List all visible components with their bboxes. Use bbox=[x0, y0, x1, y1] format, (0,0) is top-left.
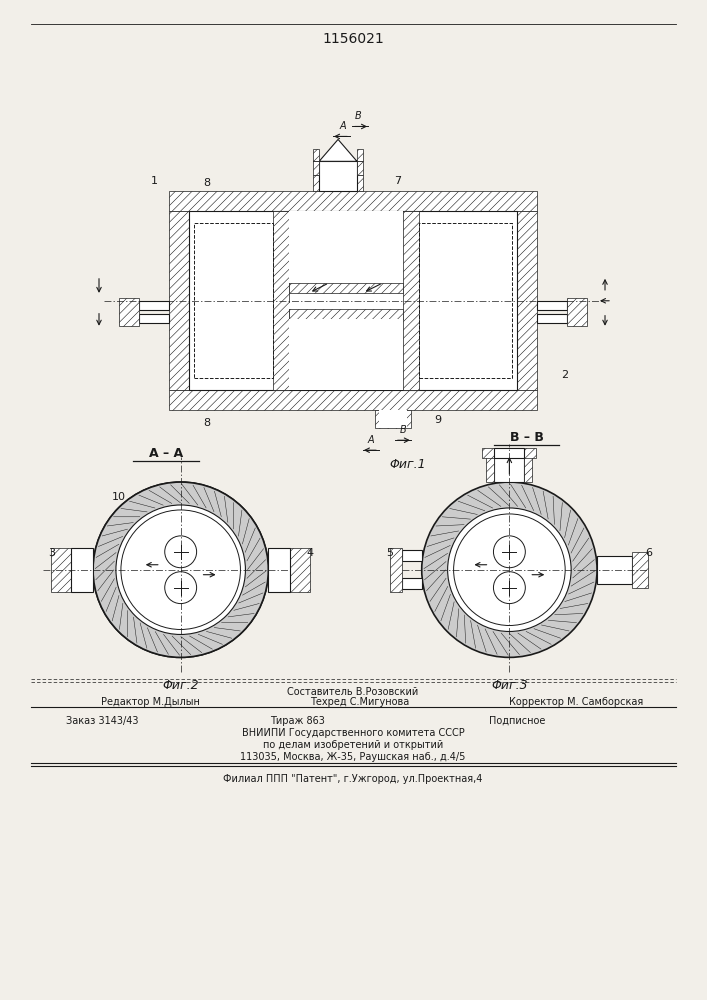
Text: 3: 3 bbox=[47, 548, 54, 558]
Bar bbox=[139, 301, 169, 310]
Bar bbox=[313, 175, 363, 191]
Bar bbox=[269, 548, 291, 592]
Text: 5: 5 bbox=[386, 548, 393, 558]
Bar bbox=[289, 319, 403, 390]
Text: A – A: A – A bbox=[148, 447, 183, 460]
Text: Техред С.Мигунова: Техред С.Мигунова bbox=[310, 697, 409, 707]
Text: Филиал ППП "Патент", г.Ужгород, ул.Проектная,4: Филиал ППП "Патент", г.Ужгород, ул.Проек… bbox=[223, 774, 483, 784]
Bar bbox=[71, 578, 93, 589]
Text: B – B: B – B bbox=[510, 431, 544, 444]
Bar bbox=[71, 548, 93, 592]
Bar bbox=[525, 450, 532, 482]
Text: B: B bbox=[399, 425, 407, 435]
Text: Φиг.3: Φиг.3 bbox=[491, 679, 527, 692]
Bar bbox=[169, 191, 537, 211]
Bar bbox=[597, 556, 632, 584]
Circle shape bbox=[93, 482, 269, 657]
Bar bbox=[567, 298, 587, 326]
Text: Подписное: Подписное bbox=[489, 716, 546, 726]
Bar bbox=[169, 390, 537, 410]
Bar bbox=[482, 448, 537, 458]
Text: A: A bbox=[340, 121, 346, 131]
Text: Тираж 863: Тираж 863 bbox=[270, 716, 325, 726]
Text: Составитель В.Розовский: Составитель В.Розовский bbox=[287, 687, 419, 697]
Bar bbox=[313, 161, 319, 175]
Bar bbox=[189, 211, 518, 390]
Text: 8: 8 bbox=[203, 418, 210, 428]
Bar bbox=[494, 450, 525, 482]
Text: 1: 1 bbox=[151, 176, 158, 186]
Text: 1156021: 1156021 bbox=[322, 32, 384, 46]
Bar bbox=[269, 550, 291, 561]
Text: 10: 10 bbox=[112, 492, 126, 502]
Circle shape bbox=[448, 508, 571, 631]
Bar bbox=[274, 211, 289, 390]
Bar bbox=[139, 314, 169, 323]
Bar bbox=[537, 314, 567, 323]
Bar bbox=[402, 578, 422, 589]
Bar bbox=[169, 211, 189, 390]
Bar bbox=[289, 211, 403, 283]
Bar bbox=[390, 548, 402, 592]
Text: 9: 9 bbox=[434, 415, 441, 425]
Circle shape bbox=[93, 482, 269, 657]
Bar bbox=[313, 149, 319, 161]
Text: Корректор М. Самборская: Корректор М. Самборская bbox=[509, 697, 643, 707]
Bar bbox=[357, 149, 363, 161]
Bar bbox=[518, 211, 537, 390]
Text: ВНИИПИ Государственного комитета СССР: ВНИИПИ Государственного комитета СССР bbox=[242, 728, 464, 738]
Text: Φиг.2: Φиг.2 bbox=[163, 679, 199, 692]
Text: 2: 2 bbox=[561, 370, 568, 380]
Bar bbox=[289, 309, 403, 319]
Text: 7: 7 bbox=[395, 176, 402, 186]
Text: 6: 6 bbox=[645, 548, 653, 558]
Bar bbox=[403, 211, 419, 390]
Bar bbox=[632, 552, 648, 588]
Bar bbox=[51, 548, 71, 592]
Text: B: B bbox=[355, 111, 361, 121]
Bar bbox=[71, 550, 93, 561]
Bar bbox=[269, 578, 291, 589]
Bar bbox=[194, 223, 274, 378]
Bar bbox=[375, 410, 411, 428]
Circle shape bbox=[422, 482, 597, 657]
Bar bbox=[357, 161, 363, 175]
Text: 113035, Москва, Ж-35, Раушская наб., д.4/5: 113035, Москва, Ж-35, Раушская наб., д.4… bbox=[240, 752, 466, 762]
Bar bbox=[486, 450, 494, 482]
Text: по делам изобретений и открытий: по делам изобретений и открытий bbox=[263, 740, 443, 750]
Bar bbox=[379, 410, 407, 428]
Bar bbox=[319, 161, 357, 191]
Text: Φиг.1: Φиг.1 bbox=[390, 458, 426, 471]
Bar bbox=[289, 303, 403, 309]
Bar bbox=[537, 301, 567, 310]
Text: A: A bbox=[368, 435, 374, 445]
Text: Заказ 3143/43: Заказ 3143/43 bbox=[66, 716, 139, 726]
Text: 4: 4 bbox=[307, 548, 314, 558]
Bar bbox=[402, 550, 422, 561]
Circle shape bbox=[116, 505, 245, 634]
Bar bbox=[289, 283, 403, 293]
Bar bbox=[494, 448, 525, 458]
Text: 8: 8 bbox=[203, 178, 210, 188]
Bar bbox=[119, 298, 139, 326]
Text: Редактор М.Дылын: Редактор М.Дылын bbox=[101, 697, 200, 707]
Bar bbox=[419, 223, 513, 378]
Polygon shape bbox=[313, 139, 363, 161]
Bar bbox=[291, 548, 310, 592]
